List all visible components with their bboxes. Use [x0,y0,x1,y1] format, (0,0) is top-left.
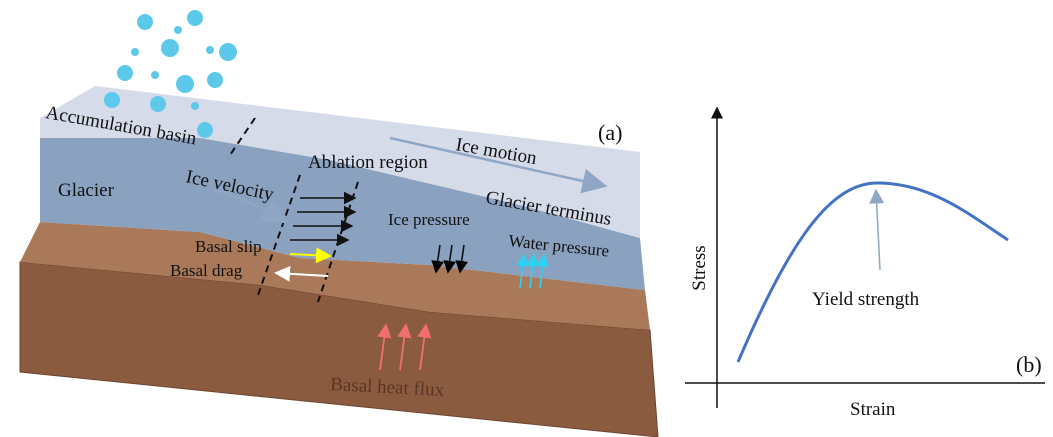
figure: Accumulation basin Ice motion (a) Ablati… [0,0,1053,437]
y-axis-label: Stress [689,245,710,290]
panel-tag: (a) [598,120,622,145]
label: Basal drag [170,261,243,280]
yield-pointer [876,190,880,270]
annotation: Yield strength [812,289,920,310]
panel-a: Accumulation basin Ice motion (a) Ablati… [20,10,658,437]
label: Glacier [58,180,115,201]
panel-tag: (b) [1016,352,1042,377]
x-axis-label: Strain [850,399,896,420]
stress-strain-curve [738,183,1008,362]
label: Ice pressure [388,210,470,229]
panel-b: Yield strength Strain Stress (b) [685,108,1045,420]
label: Basal slip [195,237,262,256]
label: Ablation region [308,152,428,173]
